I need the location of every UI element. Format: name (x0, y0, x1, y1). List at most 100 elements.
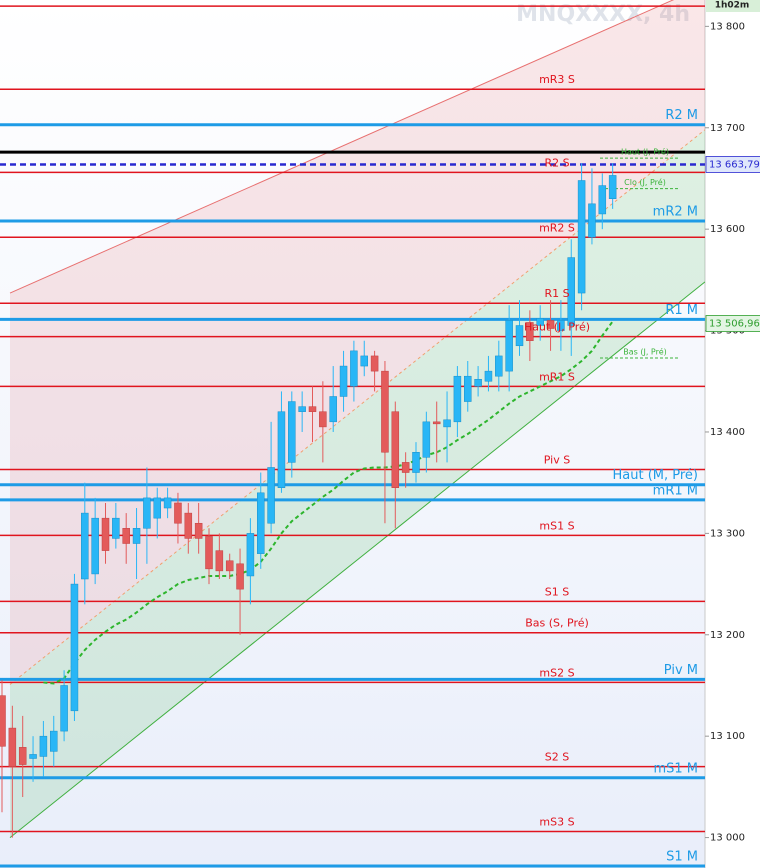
price-box (705, 315, 760, 332)
candle-body (225, 560, 234, 572)
level-label: R2 S (544, 156, 569, 169)
candle-body (91, 517, 99, 575)
candle-body (0, 695, 6, 747)
candle-body (391, 411, 400, 488)
candle-body (257, 492, 265, 554)
day-level-label: Haut (J, Pré) (621, 147, 669, 157)
level-label: mR2 S (539, 221, 575, 234)
candle-body (298, 406, 306, 412)
candle-body (329, 396, 337, 423)
candle-body (50, 730, 58, 752)
price-label: 13 506,96 (709, 319, 760, 330)
candle-body (598, 185, 607, 215)
y-tick-label: 13 200 (710, 630, 745, 641)
candle-body (577, 180, 586, 294)
candle-body (608, 175, 617, 199)
candle-body (205, 536, 213, 570)
candle-body (546, 320, 555, 329)
candle-body (319, 411, 327, 428)
channel-upper (9, 0, 675, 294)
level-label: mS2 S (539, 666, 574, 679)
level-label: R1 S (544, 287, 569, 300)
level-label: Haut (M, Pré) (612, 468, 698, 483)
day-level-label: Clo (J, Pré) (624, 177, 666, 187)
level-label: S2 S (545, 751, 569, 764)
candle-body (194, 522, 203, 539)
level-label: mR3 S (539, 73, 575, 86)
candle-body (453, 375, 462, 423)
price-label: 13 663,79 (709, 159, 760, 170)
level-label: R1 M (665, 303, 698, 318)
y-tick-label: 13 600 (710, 224, 745, 235)
candle-body (557, 320, 565, 331)
day-level-label: Bas (J, Pré) (623, 346, 667, 356)
level-label: mR2 M (653, 205, 698, 220)
candle-body (184, 512, 193, 539)
candle-body (81, 512, 89, 580)
candle-body (464, 375, 472, 402)
candle-body (60, 685, 68, 732)
candle-body (70, 583, 79, 712)
level-label: Piv M (664, 663, 698, 678)
candle-body (39, 735, 48, 757)
candle-body (505, 320, 513, 372)
y-tick-label: 13 100 (710, 731, 745, 742)
candle-body (153, 497, 161, 519)
candle-body (174, 502, 182, 524)
candle-body (277, 411, 286, 488)
level-label: Haut (J, Pré) (524, 321, 590, 334)
level-label: mS1 M (653, 761, 698, 776)
candle-body (8, 727, 17, 767)
level-label: S1 M (666, 849, 698, 864)
candle-body (288, 401, 296, 463)
candle-body (236, 563, 244, 590)
candle-body (484, 370, 493, 382)
candle-body (567, 257, 575, 326)
candle-body (267, 467, 275, 524)
candle-body (370, 355, 379, 372)
candle-body (536, 318, 544, 326)
channel-upper-fill (10, 0, 705, 685)
candle-body (122, 528, 130, 544)
timer-box (706, 0, 760, 12)
candle-body (443, 419, 451, 428)
candle-body (360, 355, 368, 367)
level-label: mR1 M (653, 483, 698, 498)
candle-body (101, 517, 110, 551)
candle-body (246, 533, 255, 577)
channel-middle (9, 129, 705, 685)
level-label: mS3 S (539, 815, 574, 828)
candle-body (432, 421, 441, 425)
level-label: mR1 S (539, 370, 575, 383)
y-tick-label: 13 300 (710, 528, 745, 539)
level-label: R3 S (544, 0, 569, 3)
axis-background (705, 0, 760, 868)
candle-body (163, 497, 172, 509)
level-label: mS1 S (539, 519, 574, 532)
candle-body (588, 203, 596, 238)
price-box (705, 156, 760, 173)
candle-body (215, 550, 224, 572)
y-tick-label: 13 700 (710, 123, 745, 134)
candle-body (526, 322, 534, 341)
candle-body (515, 325, 524, 347)
candle-body (308, 406, 317, 412)
candle-body (339, 365, 348, 397)
candle-body (381, 370, 389, 453)
y-tick-label: 13 000 (710, 833, 745, 844)
y-tick-label: 13 400 (710, 427, 745, 438)
y-tick-label: 13 800 (710, 21, 745, 32)
plot-background (0, 0, 705, 868)
channel-lower (9, 281, 705, 838)
candle-body (350, 350, 358, 387)
candle-body (132, 528, 141, 544)
candle-body (143, 497, 151, 529)
level-label: S1 S (545, 585, 569, 598)
candle-body (474, 378, 482, 387)
candle-body (29, 754, 37, 759)
candle-body (112, 517, 120, 539)
timer: 1h02m (715, 1, 750, 11)
candle-body (401, 462, 410, 473)
level-label: Bas (S, Pré) (525, 617, 589, 630)
